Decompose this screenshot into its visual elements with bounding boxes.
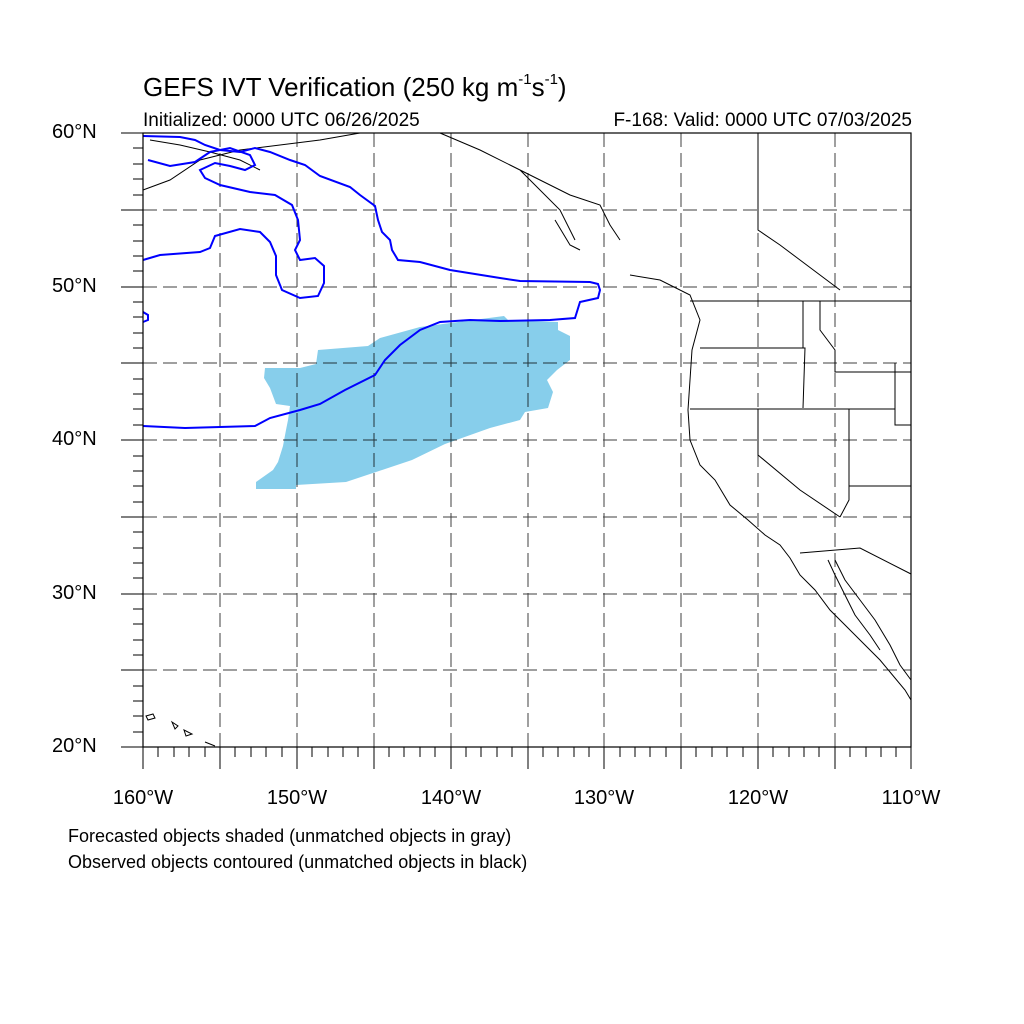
lat-label-60: 60°N	[52, 121, 97, 143]
title-sup-2: -1	[544, 71, 558, 89]
observed-object-contours	[142, 135, 602, 430]
caption-forecast: Forecasted objects shaded (unmatched obj…	[68, 826, 512, 846]
initialized-label: Initialized: 0000 UTC 06/26/2025	[143, 110, 420, 131]
political-borders	[690, 133, 912, 575]
lon-label-120w: 120°W	[727, 787, 789, 809]
lat-label-40: 40°N	[52, 428, 97, 450]
forecast-object-shaded	[256, 316, 570, 489]
lon-label-150w: 150°W	[266, 787, 328, 809]
lat-ticks	[121, 132, 143, 748]
lat-label-30: 30°N	[52, 582, 97, 604]
title-text: GEFS IVT Verification (250 kg m	[143, 72, 519, 102]
valid-label: F-168: Valid: 0000 UTC 07/03/2025	[613, 110, 912, 131]
title-mid: s	[531, 72, 545, 102]
title-end: )	[557, 72, 567, 102]
caption-observed: Observed objects contoured (unmatched ob…	[68, 852, 528, 872]
map-title: GEFS IVT Verification (250 kg m-1s-1)	[143, 71, 567, 103]
graticule	[143, 133, 911, 747]
lat-label-20: 20°N	[52, 735, 97, 757]
lon-label-110w: 110°W	[881, 787, 941, 809]
title-sup-1: -1	[518, 71, 532, 89]
coastlines	[142, 132, 912, 747]
lon-label-140w: 140°W	[420, 787, 482, 809]
lon-label-130w: 130°W	[573, 787, 635, 809]
lon-label-160w: 160°W	[112, 787, 174, 809]
lon-ticks	[142, 747, 912, 769]
lat-label-50: 50°N	[52, 275, 97, 297]
